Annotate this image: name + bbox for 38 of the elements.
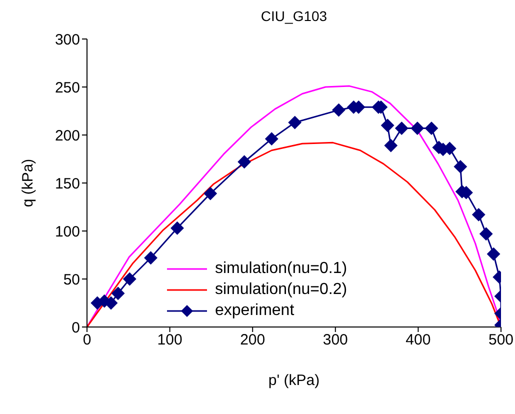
y-tick-label: 150 xyxy=(54,175,80,192)
x-tick-label: 200 xyxy=(240,332,266,349)
x-tick-label: 500 xyxy=(488,332,514,349)
point xyxy=(123,272,136,286)
chart-title: CIU_G103 xyxy=(260,8,328,24)
point xyxy=(480,227,493,240)
point xyxy=(472,208,486,222)
point xyxy=(332,104,346,117)
y-axis-title: q (kPa) xyxy=(19,158,36,208)
point xyxy=(395,122,408,135)
point xyxy=(381,118,394,132)
y-tick-label: 50 xyxy=(63,271,80,288)
x-axis-title: p' (kPa) xyxy=(268,372,320,389)
point xyxy=(288,116,302,130)
point xyxy=(265,132,278,146)
point xyxy=(410,122,424,135)
point xyxy=(112,286,125,300)
point xyxy=(424,122,438,135)
x-tick-label: 0 xyxy=(82,332,92,349)
point xyxy=(144,251,158,264)
legend-label: simulation(nu=0.2) xyxy=(215,280,348,300)
point xyxy=(170,222,184,235)
legend-label: simulation(nu=0.1) xyxy=(215,259,348,279)
y-tick-label: 300 xyxy=(54,31,80,48)
y-tick-label: 0 xyxy=(72,319,80,336)
point xyxy=(204,187,217,200)
point xyxy=(454,160,467,174)
y-tick-label: 250 xyxy=(54,79,80,96)
point xyxy=(487,248,500,261)
y-tick-label: 100 xyxy=(54,223,80,240)
point xyxy=(384,139,398,152)
point xyxy=(104,296,118,310)
x-tick-label: 300 xyxy=(322,332,348,349)
y-tick-label: 200 xyxy=(54,127,80,144)
point xyxy=(238,155,251,168)
x-tick-label: 100 xyxy=(157,332,182,349)
legend-label: experiment xyxy=(215,301,294,321)
x-tick-label: 400 xyxy=(406,332,431,349)
